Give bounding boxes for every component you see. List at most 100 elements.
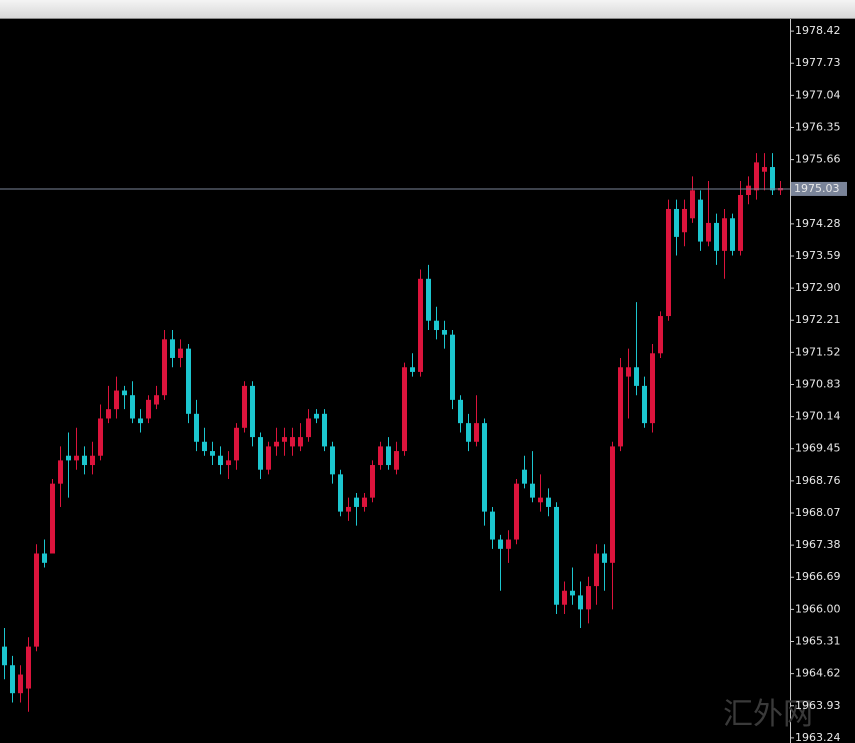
candle-body: [354, 497, 359, 507]
y-tick-label: 1972.21: [795, 313, 841, 326]
candle-body: [490, 511, 495, 540]
candle-body: [322, 413, 327, 447]
candle-body: [434, 320, 439, 331]
candle-body: [26, 646, 31, 689]
candle-body: [450, 334, 455, 400]
candle-body: [2, 646, 7, 666]
candle-body: [610, 446, 615, 563]
candle-body: [738, 194, 743, 251]
candle-body: [282, 437, 287, 442]
y-tick-label: 1969.45: [795, 442, 841, 455]
candle-body: [514, 483, 519, 540]
candle-body: [346, 506, 351, 512]
candle-body: [474, 423, 479, 442]
candle-body: [730, 218, 735, 251]
candle-body: [34, 553, 39, 647]
candle-body: [522, 469, 527, 484]
y-tick-label: 1976.35: [795, 120, 841, 133]
candle-body: [562, 590, 567, 605]
y-tick-label: 1970.14: [795, 410, 841, 423]
toolbar-strip: [0, 0, 855, 18]
y-tick-label: 1963.93: [795, 699, 841, 712]
y-tick-label: 1966.69: [795, 570, 841, 583]
candle-body: [306, 418, 311, 438]
y-tick-label: 1970.83: [795, 377, 841, 390]
candle-body: [10, 665, 15, 694]
y-tick-label: 1973.59: [795, 249, 841, 262]
candle-body: [274, 441, 279, 447]
candle-body: [546, 497, 551, 507]
candle-body: [90, 455, 95, 466]
candle-body: [74, 455, 79, 461]
candle-body: [762, 167, 767, 172]
y-tick-label: 1977.04: [795, 88, 841, 101]
candle-body: [162, 339, 167, 396]
candle-body: [418, 278, 423, 372]
candle-body: [714, 222, 719, 251]
candle-body: [586, 586, 591, 610]
candle-body: [178, 348, 183, 358]
candle-body: [98, 418, 103, 456]
y-tick-label: 1965.31: [795, 635, 841, 648]
candle-body: [530, 483, 535, 498]
candle-body: [634, 367, 639, 386]
current-price-box: [791, 181, 847, 196]
candle-body: [186, 348, 191, 414]
candle-body: [458, 399, 463, 424]
candle-body: [50, 483, 55, 554]
candle-body: [410, 367, 415, 372]
candle-body: [770, 167, 775, 191]
candle-body: [18, 674, 23, 694]
y-tick-label: 1968.07: [795, 506, 841, 519]
candle-body: [58, 460, 63, 484]
current-price-label: 1975.03: [794, 182, 840, 195]
y-tick-label: 1975.66: [795, 153, 841, 166]
y-tick-label: 1971.52: [795, 345, 841, 358]
candle-body: [570, 590, 575, 596]
candle-body: [330, 446, 335, 475]
candle-body: [258, 437, 263, 470]
candle-body: [666, 208, 671, 317]
candle-body: [394, 451, 399, 470]
candle-body: [466, 423, 471, 442]
candle-body: [106, 409, 111, 419]
y-tick-label: 1964.62: [795, 667, 841, 680]
candle-body: [594, 553, 599, 587]
candle-body: [122, 390, 127, 396]
candle-body: [234, 427, 239, 461]
candle-body: [362, 497, 367, 507]
watermark: 汇外网: [723, 697, 813, 732]
candle-body: [402, 367, 407, 452]
candle-body: [378, 446, 383, 466]
candle-body: [146, 399, 151, 419]
candle-body: [66, 455, 71, 461]
candle-body: [706, 222, 711, 242]
candle-body: [114, 390, 119, 410]
candle-body: [674, 208, 679, 237]
candle-body: [138, 418, 143, 424]
candle-body: [250, 385, 255, 438]
candle-body: [642, 385, 647, 424]
candle-body: [370, 465, 375, 498]
candle-body: [210, 451, 215, 456]
candle-body: [754, 162, 759, 191]
candle-body: [130, 395, 135, 419]
candle-body: [226, 460, 231, 466]
candle-body: [746, 185, 751, 195]
candle-body: [506, 539, 511, 549]
y-tick-label: 1974.28: [795, 217, 841, 230]
candle-body: [314, 413, 319, 419]
candle-body: [482, 423, 487, 512]
candle-body: [698, 199, 703, 242]
candle-body: [442, 330, 447, 335]
candle-body: [658, 316, 663, 354]
candle-body: [266, 446, 271, 470]
candle-body: [298, 437, 303, 447]
candle-body: [626, 367, 631, 377]
y-tick-label: 1968.76: [795, 474, 841, 487]
candle-body: [602, 553, 607, 563]
candle-body: [618, 367, 623, 447]
candle-body: [578, 595, 583, 610]
